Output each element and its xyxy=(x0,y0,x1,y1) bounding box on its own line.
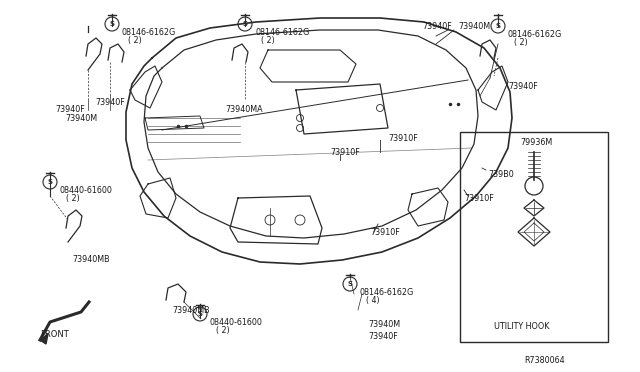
Text: 73940M: 73940M xyxy=(458,22,490,31)
Text: 73940M: 73940M xyxy=(368,320,400,329)
Text: 08440-61600: 08440-61600 xyxy=(210,318,263,327)
Text: 08146-6162G: 08146-6162G xyxy=(360,288,414,297)
Text: 08146-6162G: 08146-6162G xyxy=(255,28,309,37)
Text: 73940MB: 73940MB xyxy=(72,255,109,264)
Text: 73940M: 73940M xyxy=(65,114,97,123)
Text: 08146-6162G: 08146-6162G xyxy=(508,30,563,39)
Text: S: S xyxy=(243,21,248,27)
Text: FRONT: FRONT xyxy=(40,330,68,339)
Text: 739B0: 739B0 xyxy=(488,170,514,179)
Text: ( 2): ( 2) xyxy=(261,36,275,45)
Text: 79936M: 79936M xyxy=(520,138,552,147)
Text: 73940F: 73940F xyxy=(508,82,538,91)
Text: R7380064: R7380064 xyxy=(524,356,564,365)
Polygon shape xyxy=(40,334,48,344)
Text: S: S xyxy=(47,179,52,185)
Text: 73910F: 73910F xyxy=(330,148,360,157)
Text: 73910F: 73910F xyxy=(464,194,493,203)
Text: 08440-61600: 08440-61600 xyxy=(60,186,113,195)
Text: 73910F: 73910F xyxy=(370,228,400,237)
Text: 73940F: 73940F xyxy=(55,105,84,114)
Text: ( 2): ( 2) xyxy=(514,38,528,47)
Text: S: S xyxy=(109,21,115,27)
Text: 08146-6162G: 08146-6162G xyxy=(122,28,176,37)
Text: ( 4): ( 4) xyxy=(366,296,380,305)
Text: ( 2): ( 2) xyxy=(128,36,141,45)
Text: 73910F: 73910F xyxy=(388,134,418,143)
Text: 73940F: 73940F xyxy=(422,22,452,31)
Text: 73940F: 73940F xyxy=(368,332,397,341)
Text: S: S xyxy=(348,281,353,287)
Bar xyxy=(460,132,608,342)
Text: UTILITY HOOK: UTILITY HOOK xyxy=(494,322,549,331)
Text: S: S xyxy=(198,311,202,317)
Text: 73940MB: 73940MB xyxy=(172,306,210,315)
Text: 73940MA: 73940MA xyxy=(225,105,262,114)
Text: ( 2): ( 2) xyxy=(216,326,230,335)
Text: 73940F: 73940F xyxy=(95,98,125,107)
Text: S: S xyxy=(495,23,500,29)
Text: ( 2): ( 2) xyxy=(66,194,80,203)
